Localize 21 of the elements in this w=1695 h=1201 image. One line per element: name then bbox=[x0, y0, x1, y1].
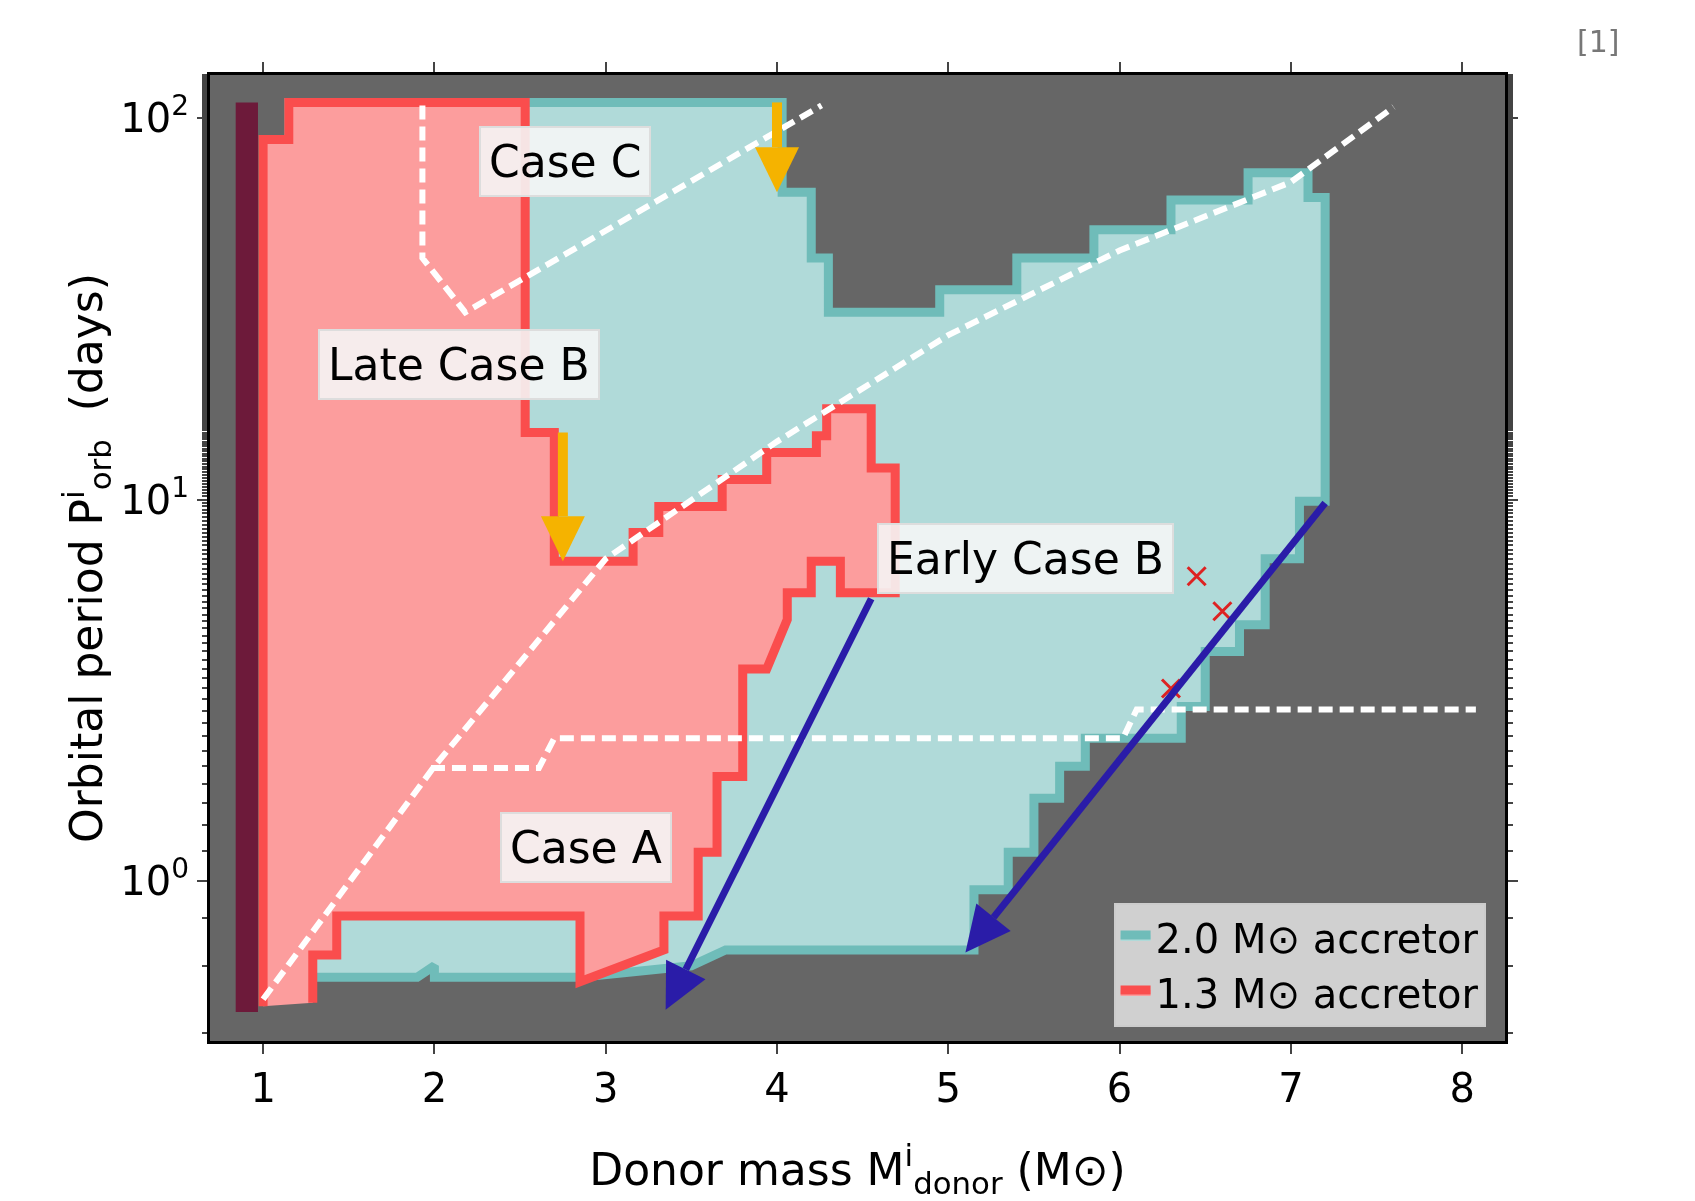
point bbox=[1186, 565, 1208, 587]
y-tick-label: 10$^{2}$ bbox=[120, 89, 189, 142]
x-tick-label: 6 bbox=[1106, 1065, 1133, 1111]
text: [1] bbox=[1577, 24, 1620, 59]
legend-label: 1.3 M⊙ accretor bbox=[1155, 970, 1479, 1017]
annotation: Late Case B bbox=[328, 339, 590, 390]
annotation: Early Case B bbox=[887, 533, 1164, 584]
x-tick-label: 2 bbox=[421, 1065, 448, 1111]
x-tick-label: 3 bbox=[592, 1065, 619, 1111]
annotation: Case C bbox=[489, 136, 642, 187]
legend-label: 2.0 M⊙ accretor bbox=[1155, 915, 1479, 962]
x-axis-title: Donor mass M$^{i}$$_{donor}$ (M⊙) bbox=[589, 1137, 1126, 1201]
y-tick-label: 10$^{1}$ bbox=[120, 470, 189, 523]
point bbox=[1211, 600, 1233, 622]
y-tick-label: 10$^{0}$ bbox=[120, 852, 189, 905]
x-tick-label: 8 bbox=[1449, 1065, 1475, 1111]
annotation: Case A bbox=[510, 822, 662, 873]
x-tick-label: 5 bbox=[935, 1065, 962, 1111]
x-tick-label: 1 bbox=[250, 1065, 276, 1111]
x-tick-label: 4 bbox=[764, 1065, 790, 1111]
x-tick-label: 7 bbox=[1278, 1065, 1304, 1111]
